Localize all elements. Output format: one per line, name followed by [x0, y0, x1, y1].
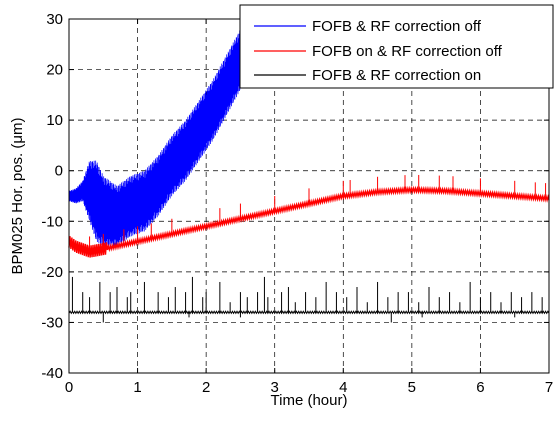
y-tick-label: 30: [46, 11, 63, 28]
y-tick-label: -40: [41, 365, 63, 382]
legend-label-2: FOFB & RF correction on: [312, 67, 481, 84]
x-axis-ticks: 0 1 2 3 4 5 6 7: [65, 19, 553, 396]
series-fofb-on-rf-off: [68, 174, 550, 258]
legend-box: [239, 4, 554, 89]
x-axis-title: Time (hour): [271, 392, 348, 409]
series-line-red: [68, 185, 550, 258]
series-fofb-rf-off: [68, 30, 241, 247]
series-line-blue: [68, 30, 241, 247]
legend-label-1: FOFB on & RF correction off: [312, 43, 503, 60]
series-fofb-rf-on: [68, 276, 550, 323]
x-tick-label: 0: [65, 379, 73, 396]
series-lines: [68, 30, 550, 323]
x-tick-label: 3: [271, 379, 279, 396]
x-tick-label: 5: [408, 379, 416, 396]
x-tick-label: 2: [202, 379, 210, 396]
y-tick-label: -30: [41, 314, 63, 331]
y-tick-label: -20: [41, 264, 63, 281]
y-axis-title: BPM025 Hor. pos. (μm): [9, 117, 26, 274]
series-line-black: [68, 310, 550, 315]
y-tick-label: 0: [55, 163, 63, 180]
y-tick-label: 20: [46, 62, 63, 79]
y-axis-ticks: -40 -30 -20 -10 0 10 20 30: [41, 11, 549, 382]
legend-label-0: FOFB & RF correction off: [312, 18, 482, 35]
x-tick-label: 4: [339, 379, 347, 396]
x-tick-label: 6: [476, 379, 484, 396]
y-tick-label: -10: [41, 213, 63, 230]
x-tick-label: 7: [545, 379, 553, 396]
x-tick-label: 1: [133, 379, 141, 396]
legend: FOFB & RF correction off FOFB on & RF co…: [239, 4, 554, 89]
y-tick-label: 10: [46, 112, 63, 129]
